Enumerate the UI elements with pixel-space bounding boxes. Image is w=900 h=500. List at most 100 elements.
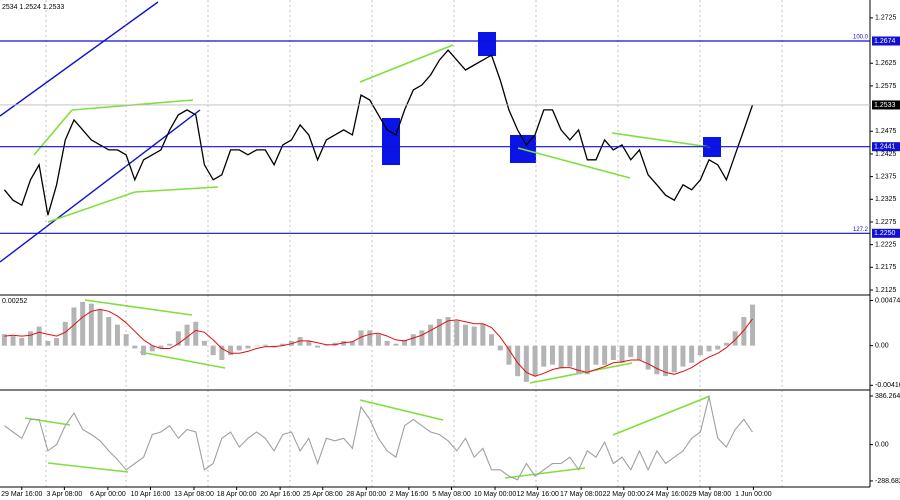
y-tick-label: 386.2645 bbox=[875, 393, 900, 400]
x-tick-label: 29 May 08:00 bbox=[689, 491, 732, 498]
x-tick-label: 20 Apr 16:00 bbox=[260, 491, 300, 498]
histogram-bar bbox=[471, 326, 477, 346]
last-price-label: 1.2533 bbox=[874, 102, 896, 109]
x-tick-label: 24 May 16:00 bbox=[646, 491, 689, 498]
histogram-bar bbox=[306, 340, 312, 346]
histogram-bar bbox=[723, 342, 729, 346]
signal-line bbox=[4, 308, 753, 377]
divergence-line bbox=[504, 467, 586, 479]
histogram-bar bbox=[663, 345, 669, 377]
x-tick-label: 3 Apr 08:00 bbox=[46, 491, 82, 498]
histogram-bar bbox=[593, 345, 599, 365]
x-tick-label: 17 May 08:00 bbox=[560, 491, 603, 498]
histogram-bar bbox=[436, 318, 442, 346]
histogram-bar bbox=[393, 343, 399, 346]
histogram-bar bbox=[480, 323, 486, 346]
divergence-line bbox=[612, 395, 711, 436]
x-tick-label: 1 Jun 00:00 bbox=[735, 491, 772, 498]
x-tick-label: 29 Mar 16:00 bbox=[1, 491, 42, 498]
histogram-bar bbox=[349, 341, 355, 346]
histogram-bar bbox=[567, 345, 573, 367]
histogram-bar bbox=[741, 317, 747, 346]
histogram-bar bbox=[367, 330, 373, 346]
histogram-bar bbox=[750, 304, 756, 346]
histogram-bar bbox=[636, 345, 642, 360]
y-tick-label: 1.2725 bbox=[875, 15, 897, 22]
x-tick-label: 25 Apr 08:00 bbox=[303, 491, 343, 498]
histogram-bar bbox=[132, 345, 138, 349]
series-line bbox=[3, 49, 754, 216]
histogram-bar bbox=[523, 345, 529, 382]
histogram-bar bbox=[358, 330, 364, 346]
histogram-bar bbox=[36, 326, 42, 346]
histogram-bar bbox=[210, 345, 216, 356]
histogram-bar bbox=[1, 334, 7, 346]
level-label: 1.2441 bbox=[874, 144, 896, 151]
divergence-line bbox=[139, 351, 226, 369]
histogram-bar bbox=[97, 309, 103, 346]
histogram-bar bbox=[732, 331, 738, 346]
histogram-bar bbox=[54, 338, 60, 346]
histogram-bar bbox=[106, 317, 112, 346]
histogram-bar bbox=[27, 331, 33, 346]
histogram-bar bbox=[193, 321, 199, 346]
divergence-line bbox=[517, 147, 631, 179]
y-tick-label: 1.2375 bbox=[875, 173, 897, 180]
histogram-bar bbox=[715, 345, 721, 350]
histogram-bar bbox=[254, 345, 260, 347]
histogram-bar bbox=[576, 345, 582, 375]
histogram-bar bbox=[402, 339, 408, 346]
histogram-bar bbox=[88, 303, 94, 346]
x-tick-label: 28 Apr 00:00 bbox=[346, 491, 386, 498]
x-tick-label: 12 May 16:00 bbox=[516, 491, 559, 498]
histogram-bar bbox=[689, 345, 695, 363]
histogram-bar bbox=[532, 345, 538, 377]
y-tick-label: -0.00416 bbox=[875, 382, 900, 389]
macd-header: 0.00252 bbox=[2, 298, 27, 305]
x-tick-label: 22 May 00:00 bbox=[603, 491, 646, 498]
histogram-bar bbox=[428, 324, 434, 346]
histogram-bar bbox=[489, 334, 495, 346]
x-tick-label: 2 May 16:00 bbox=[390, 491, 429, 498]
histogram-bar bbox=[141, 345, 147, 356]
histogram-bar bbox=[549, 345, 555, 365]
level-label-box bbox=[872, 142, 900, 152]
histogram-bar bbox=[315, 345, 321, 348]
histogram-bar bbox=[558, 345, 564, 369]
histogram-bar bbox=[114, 324, 120, 346]
level-label: 1.2674 bbox=[874, 38, 896, 45]
y-tick-label: -288.682 bbox=[875, 478, 900, 485]
y-tick-label: 1.2225 bbox=[875, 241, 897, 248]
histogram-bar bbox=[45, 340, 51, 346]
y-tick-label: 1.2275 bbox=[875, 219, 897, 226]
last-price-box bbox=[872, 100, 900, 110]
y-tick-label: 1.2625 bbox=[875, 60, 897, 67]
y-tick-label: 1.2425 bbox=[875, 151, 897, 158]
histogram-bar bbox=[10, 336, 16, 346]
divergence-line bbox=[134, 186, 219, 193]
x-tick-label: 10 May 00:00 bbox=[474, 491, 517, 498]
histogram-bar bbox=[262, 344, 268, 346]
histogram-bar bbox=[410, 334, 416, 346]
histogram-bar bbox=[619, 345, 625, 363]
histogram-bar bbox=[201, 340, 207, 346]
price-header: 2534 1.2524 1.2533 bbox=[2, 4, 64, 11]
y-tick-label: 1.2325 bbox=[875, 196, 897, 203]
divergence-line bbox=[359, 44, 454, 83]
histogram-bar bbox=[19, 338, 25, 346]
annotations bbox=[0, 1, 721, 479]
histogram-bar bbox=[462, 324, 468, 346]
histogram-bar bbox=[149, 345, 155, 352]
histogram-bar bbox=[158, 345, 164, 349]
histogram-bar bbox=[697, 345, 703, 356]
histogram-bar bbox=[123, 334, 129, 346]
histogram-bar bbox=[515, 345, 521, 377]
histogram-bar bbox=[419, 330, 425, 346]
histogram-bar bbox=[584, 345, 590, 375]
histogram-bar bbox=[80, 301, 86, 346]
histogram-bar bbox=[671, 345, 677, 373]
histogram-bar bbox=[245, 345, 251, 349]
level-label-box bbox=[872, 228, 900, 238]
histogram-bar bbox=[219, 345, 225, 360]
y-tick-label: 1.2575 bbox=[875, 83, 897, 90]
